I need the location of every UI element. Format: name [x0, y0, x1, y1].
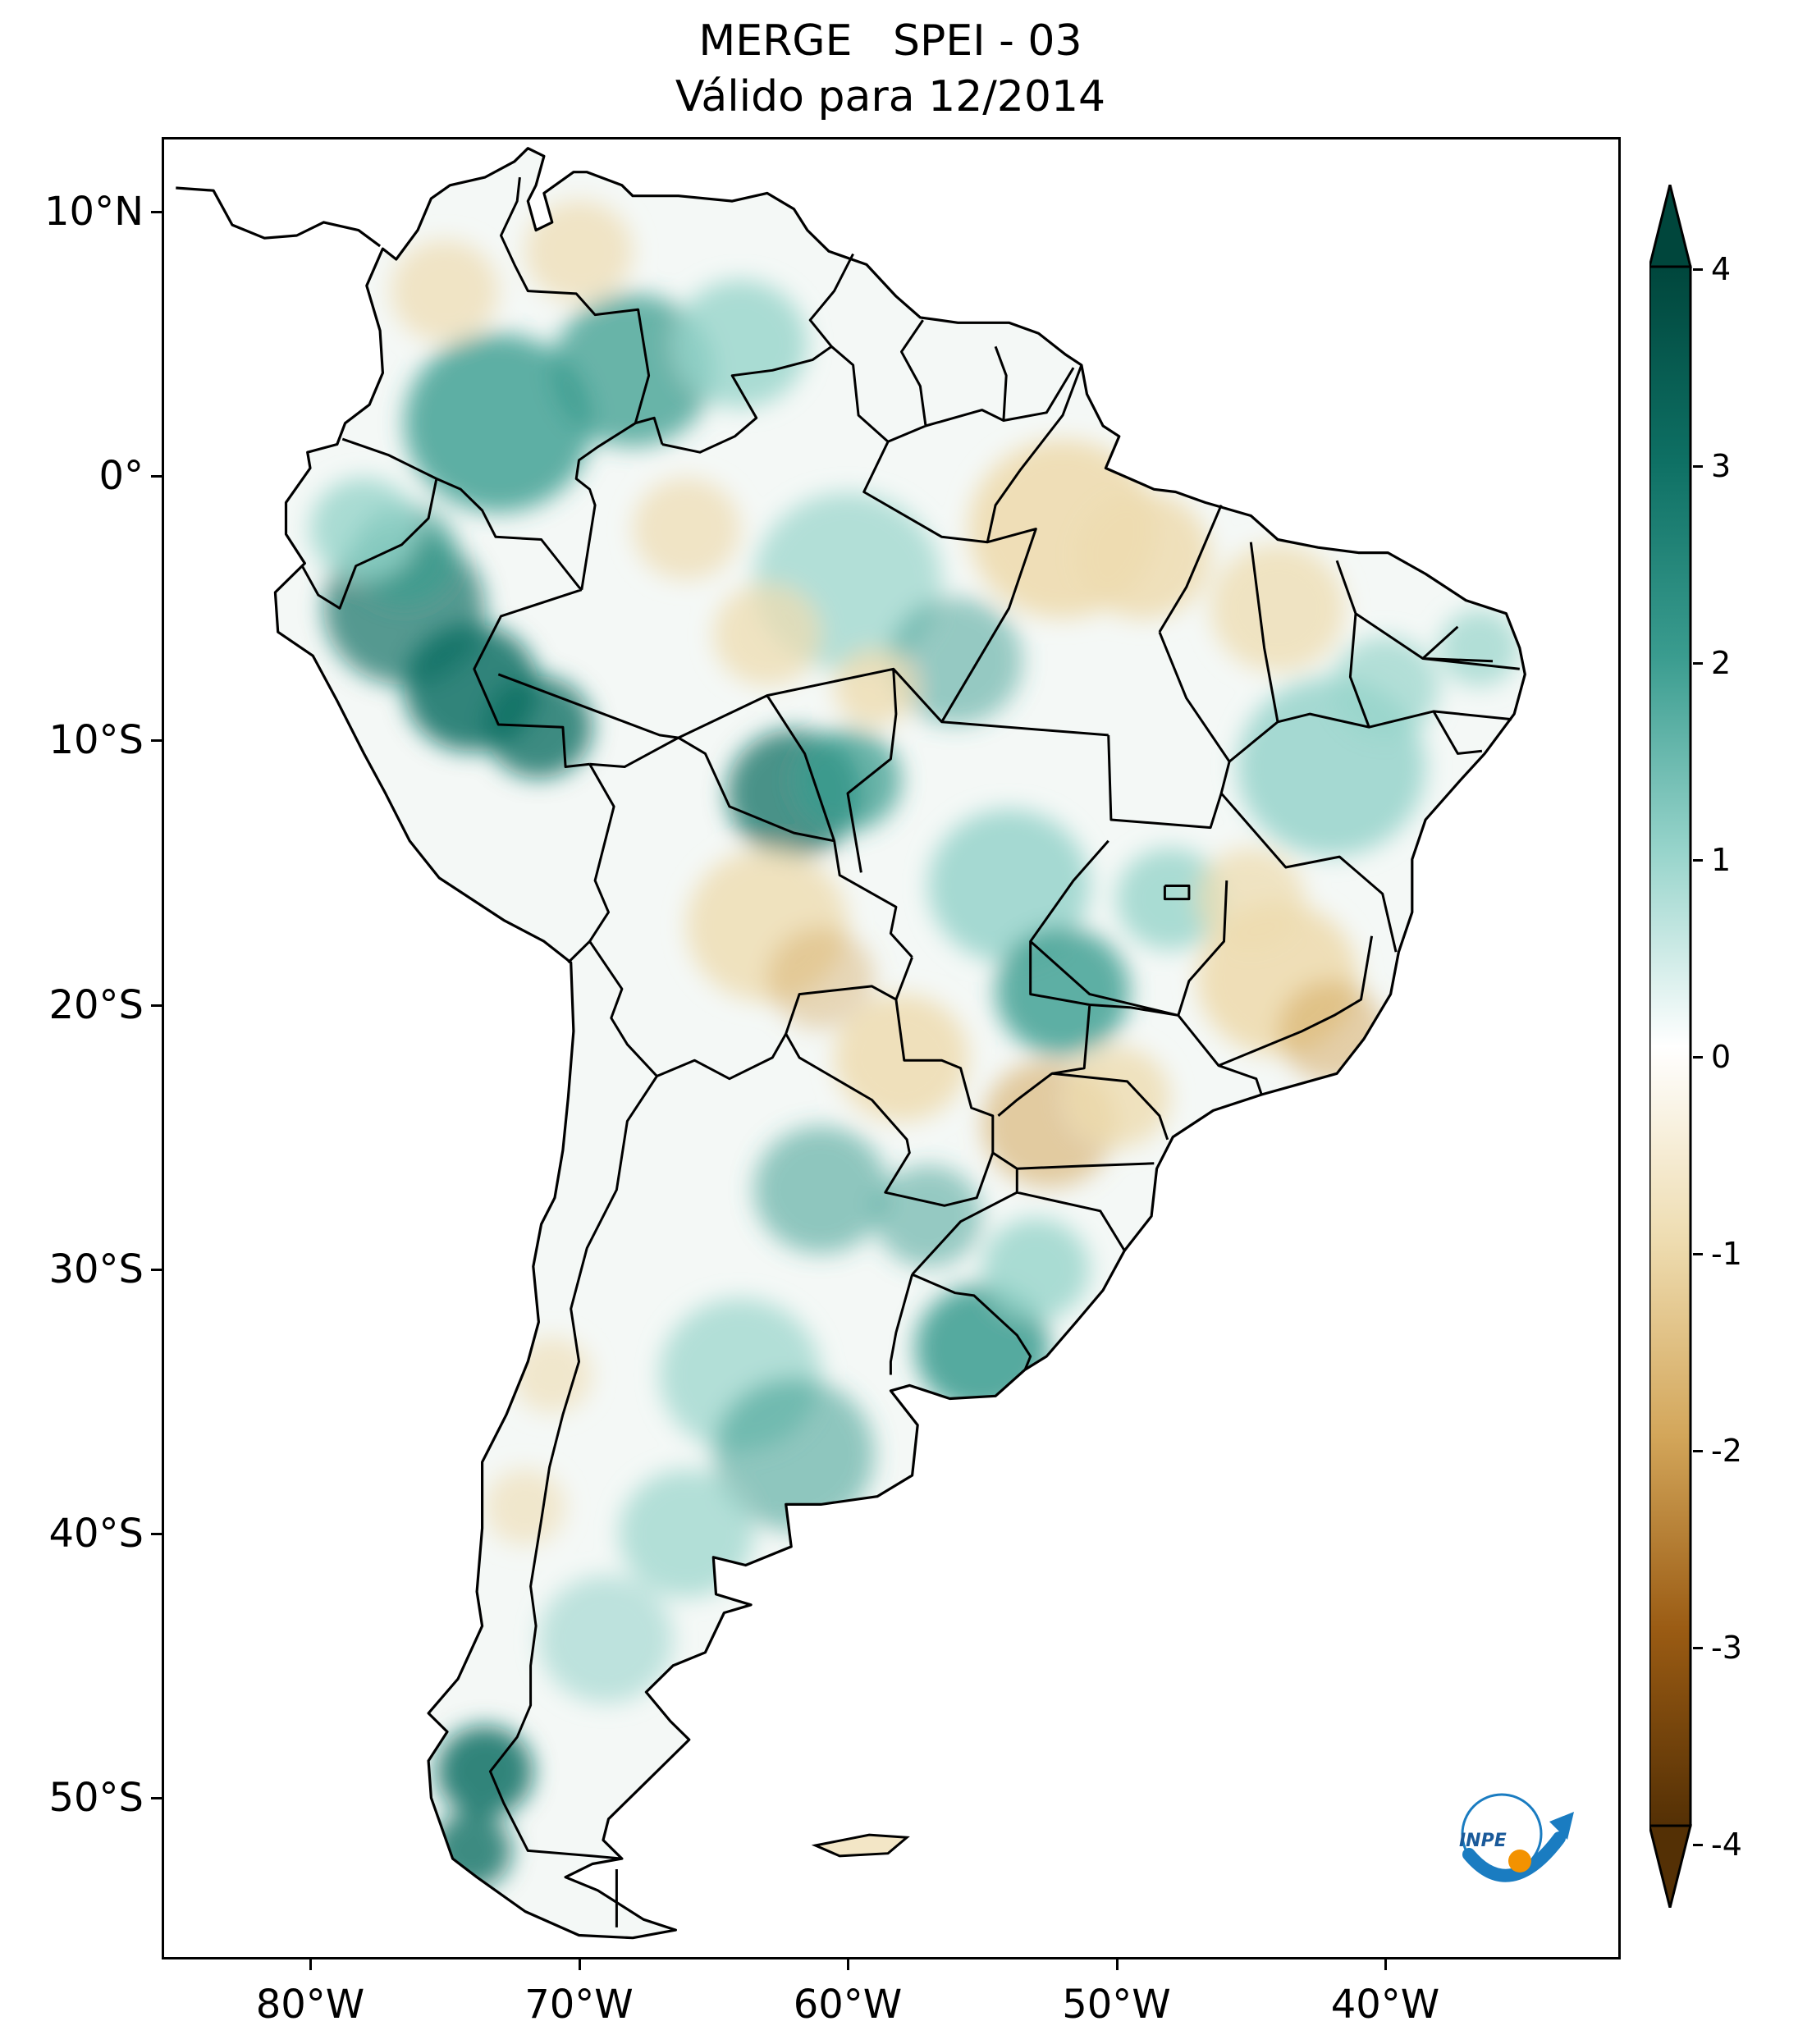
- map-canvas: [176, 147, 1526, 1940]
- colorbar-tick-label: -4: [1711, 1827, 1742, 1863]
- logo-text: INPE: [1459, 1831, 1507, 1851]
- spei-anomaly-blob: [1196, 848, 1305, 950]
- colorbar-tick-label: 0: [1711, 1039, 1732, 1075]
- y-tick-mark: [151, 1004, 162, 1007]
- map-panel: [162, 137, 1621, 1959]
- spei-anomaly-blob: [713, 583, 821, 686]
- spei-anomaly-blob: [1063, 1046, 1170, 1149]
- y-tick-mark: [151, 739, 162, 743]
- y-tick-label: 0°: [98, 453, 144, 500]
- spei-anomaly-blob: [1210, 544, 1345, 673]
- continent-outline: [176, 147, 1526, 1940]
- colorbar: [1649, 185, 1692, 1908]
- y-tick-label: 30°S: [48, 1246, 144, 1292]
- x-tick-mark: [1115, 1959, 1119, 1970]
- y-tick-label: 20°S: [48, 981, 144, 1028]
- spei-anomaly-blob: [995, 927, 1130, 1056]
- y-tick-label: 10°S: [48, 717, 144, 764]
- x-tick-label: 40°W: [1330, 1982, 1440, 2028]
- colorbar-tick-mark: [1693, 662, 1703, 665]
- colorbar-tick-mark: [1693, 1253, 1703, 1255]
- spei-anomaly-blob: [753, 1126, 889, 1254]
- x-tick-label: 70°W: [524, 1982, 634, 2028]
- colorbar-tick-label: -2: [1711, 1433, 1742, 1469]
- spei-anomaly-blob: [511, 1336, 592, 1414]
- logo-arrow-head: [1549, 1812, 1574, 1840]
- colorbar-tick-mark: [1693, 1844, 1703, 1846]
- colorbar-tick-mark: [1693, 1647, 1703, 1649]
- spei-anomaly-blob: [928, 809, 1090, 963]
- spei-field: [275, 148, 1526, 1938]
- colorbar-tick-label: -1: [1711, 1236, 1742, 1272]
- colorbar-tick-label: 4: [1711, 251, 1732, 287]
- colorbar-tick-mark: [1693, 268, 1703, 271]
- colorbar-tick-label: 1: [1711, 842, 1732, 878]
- map-title-line2: Válido para 12/2014: [675, 72, 1106, 121]
- spei-anomaly-blob: [436, 1725, 533, 1818]
- spei-anomaly-blob: [551, 294, 714, 447]
- spei-anomaly-blob: [981, 1218, 1090, 1320]
- spei-anomaly-blob: [888, 597, 1023, 725]
- spei-anomaly-blob: [794, 729, 902, 831]
- spei-anomaly-blob: [633, 478, 740, 580]
- colorbar-tick-mark: [1693, 859, 1703, 862]
- y-tick-label: 10°N: [44, 189, 144, 235]
- logo-orange-dot: [1508, 1850, 1531, 1873]
- spei-anomaly-blob: [431, 1812, 512, 1890]
- x-tick-mark: [578, 1959, 581, 1970]
- spei-anomaly-blob: [1439, 609, 1520, 687]
- spei-anomaly-blob: [874, 1165, 982, 1268]
- y-tick-mark: [151, 475, 162, 478]
- spei-anomaly-blob: [673, 280, 807, 408]
- spei-anomaly-blob: [525, 200, 633, 303]
- spei-anomaly-blob: [713, 1377, 875, 1531]
- y-tick-mark: [151, 211, 162, 213]
- inpe-logo: INPE: [1459, 1793, 1574, 1882]
- y-tick-mark: [151, 1268, 162, 1271]
- spei-anomaly-blob: [834, 649, 915, 726]
- spei-anomaly-blob: [1076, 492, 1211, 620]
- colorbar-tick-mark: [1693, 1450, 1703, 1452]
- map-title-line1: MERGE SPEI - 03: [698, 16, 1082, 66]
- spei-anomaly-blob: [484, 1468, 566, 1546]
- x-tick-mark: [847, 1959, 849, 1970]
- y-tick-label: 50°S: [48, 1775, 144, 1821]
- x-tick-mark: [1384, 1959, 1387, 1970]
- y-tick-mark: [151, 1797, 162, 1799]
- colorbar-tick-mark: [1693, 465, 1703, 468]
- y-tick-mark: [151, 1532, 162, 1535]
- spei-anomaly-blob: [538, 1575, 674, 1703]
- falkland-islands: [811, 1833, 910, 1858]
- colorbar-min-extend: [1649, 1824, 1692, 1908]
- colorbar-tick-label: 2: [1711, 645, 1732, 681]
- colorbar-max-extend: [1649, 185, 1692, 268]
- spei-anomaly-blob: [834, 994, 969, 1122]
- colorbar-tick-label: -3: [1711, 1630, 1742, 1666]
- y-tick-label: 40°S: [48, 1510, 144, 1557]
- spei-anomaly-blob: [310, 478, 418, 580]
- colorbar-tick-label: 3: [1711, 448, 1732, 484]
- x-tick-label: 60°W: [793, 1982, 903, 2028]
- x-tick-mark: [309, 1959, 312, 1970]
- spei-anomaly-blob: [1331, 636, 1439, 739]
- x-tick-label: 80°W: [255, 1982, 365, 2028]
- country-state-borders: [300, 176, 1520, 1927]
- colorbar-tick-mark: [1693, 1056, 1703, 1059]
- spei-anomaly-blob: [766, 927, 875, 1030]
- colorbar-gradient: [1649, 265, 1692, 1827]
- spei-anomaly-blob: [404, 333, 592, 513]
- x-tick-label: 50°W: [1062, 1982, 1171, 2028]
- spei-anomaly-blob: [619, 1470, 754, 1598]
- logo-swoosh-arrow: [1462, 1831, 1566, 1882]
- spei-anomaly-blob: [391, 240, 499, 342]
